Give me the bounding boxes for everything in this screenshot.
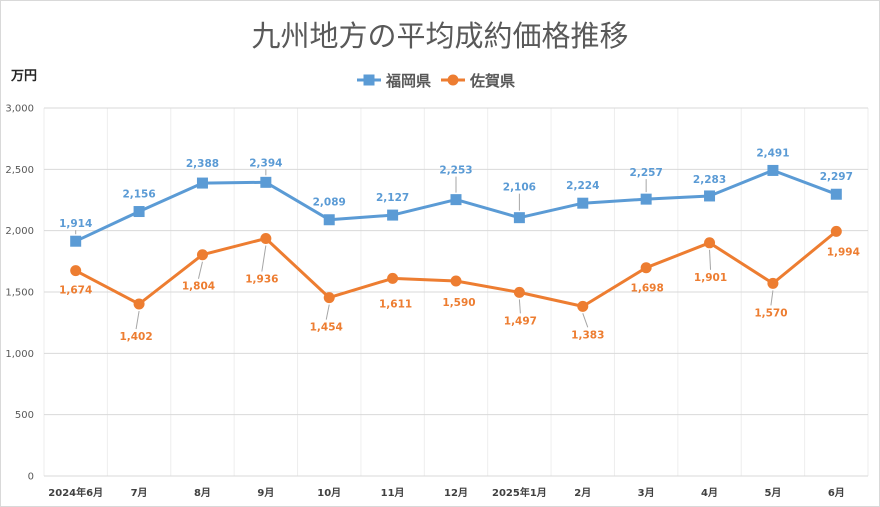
saga-data-label: 1,804 bbox=[182, 281, 215, 293]
saga-point bbox=[577, 300, 589, 312]
leader-line bbox=[770, 290, 774, 306]
x-tick-label: 2025年1月 bbox=[492, 486, 547, 499]
y-tick-label: 3,000 bbox=[5, 104, 34, 115]
fukuoka-data-label: 2,156 bbox=[122, 189, 155, 201]
saga-data-label: 1,994 bbox=[827, 246, 860, 258]
fukuoka-point bbox=[830, 188, 842, 200]
saga-data-label: 1,497 bbox=[504, 315, 537, 327]
fukuoka-data-label: 2,297 bbox=[820, 171, 853, 183]
chart-title: 九州地方の平均成約価格推移 bbox=[251, 19, 628, 53]
fukuoka-data-label: 2,127 bbox=[376, 192, 409, 204]
x-tick-label: 5月 bbox=[764, 487, 781, 499]
fukuoka-point bbox=[513, 212, 525, 224]
saga-data-label: 1,383 bbox=[571, 329, 604, 341]
saga-point bbox=[70, 265, 82, 277]
fukuoka-data-label: 2,089 bbox=[313, 197, 346, 209]
saga-point bbox=[704, 237, 716, 249]
y-tick-label: 2,000 bbox=[5, 226, 34, 237]
fukuoka-data-label: 2,283 bbox=[693, 174, 726, 186]
saga-data-label: 1,611 bbox=[379, 298, 412, 310]
saga-point bbox=[513, 286, 525, 298]
series-line-saga bbox=[74, 229, 838, 308]
x-tick-label: 6月 bbox=[828, 487, 845, 499]
saga-point bbox=[767, 277, 779, 289]
y-axis-unit-label: 万円 bbox=[10, 69, 37, 84]
saga-data-label: 1,570 bbox=[754, 307, 787, 319]
gridlines bbox=[43, 107, 869, 477]
leader-line bbox=[325, 304, 330, 320]
saga-point bbox=[830, 225, 842, 237]
y-axis: 0 500 1,000 1,500 2,000 2,500 3,000 bbox=[5, 104, 34, 483]
fukuoka-point bbox=[196, 177, 208, 189]
x-tick-label: 3月 bbox=[638, 487, 655, 499]
x-tick-label: 11月 bbox=[381, 487, 405, 499]
markers bbox=[70, 164, 842, 312]
fukuoka-point bbox=[450, 194, 462, 206]
y-tick-label: 0 bbox=[28, 472, 34, 483]
saga-data-label: 1,590 bbox=[442, 297, 475, 309]
y-tick-label: 1,500 bbox=[5, 288, 34, 299]
saga-point bbox=[450, 275, 462, 287]
legend-label-saga: 佐賀県 bbox=[469, 72, 515, 90]
x-tick-label: 9月 bbox=[257, 487, 274, 499]
saga-point bbox=[133, 298, 145, 310]
leader-lines bbox=[75, 169, 774, 330]
leader-line bbox=[197, 261, 203, 279]
fukuoka-data-label: 2,106 bbox=[503, 182, 536, 194]
saga-data-label: 1,698 bbox=[631, 283, 664, 295]
fukuoka-data-label: 2,253 bbox=[439, 165, 472, 177]
fukuoka-data-label: 2,394 bbox=[249, 157, 282, 169]
legend-label-fukuoka: 福岡県 bbox=[385, 72, 431, 90]
saga-data-label: 1,901 bbox=[694, 272, 727, 284]
saga-data-label: 1,936 bbox=[245, 274, 278, 286]
leader-line bbox=[135, 310, 140, 330]
fukuoka-data-label: 1,914 bbox=[59, 218, 92, 230]
y-tick-label: 500 bbox=[15, 410, 34, 421]
saga-point bbox=[640, 262, 652, 274]
saga-data-label: 1,674 bbox=[59, 285, 92, 297]
x-axis: 2024年6月 7月 8月 9月 10月 11月 12月 2025年1月 2月 3月 4月 5月 6月 bbox=[48, 486, 844, 499]
x-tick-label: 12月 bbox=[444, 487, 468, 499]
y-tick-label: 1,000 bbox=[5, 349, 34, 360]
fukuoka-data-label: 2,257 bbox=[630, 167, 663, 179]
leader-line bbox=[582, 313, 589, 328]
leader-line bbox=[518, 299, 521, 314]
data-labels: 1,914 2,156 2,388 2,394 2,089 2,127 2,253 2,106… bbox=[59, 147, 860, 343]
square-marker-icon bbox=[363, 74, 375, 86]
x-tick-label: 2月 bbox=[574, 487, 591, 499]
saga-point bbox=[387, 272, 399, 284]
saga-point bbox=[323, 292, 335, 304]
fukuoka-point bbox=[767, 164, 779, 176]
legend-item-saga: 佐賀県 bbox=[441, 72, 515, 90]
fukuoka-data-label: 2,224 bbox=[566, 180, 599, 192]
legend: 福岡県 佐賀県 bbox=[357, 72, 515, 90]
saga-data-label: 1,454 bbox=[310, 322, 343, 334]
saga-data-label: 1,402 bbox=[119, 331, 152, 343]
saga-point bbox=[260, 233, 272, 245]
x-tick-label: 2024年6月 bbox=[48, 486, 103, 499]
fukuoka-data-label: 2,388 bbox=[186, 158, 219, 170]
x-tick-label: 7月 bbox=[131, 487, 148, 499]
circle-marker-icon bbox=[447, 74, 459, 86]
x-tick-label: 4月 bbox=[701, 487, 718, 499]
leader-line bbox=[261, 245, 267, 272]
fukuoka-point bbox=[70, 235, 82, 247]
fukuoka-point bbox=[640, 193, 652, 205]
fukuoka-point bbox=[387, 209, 399, 221]
fukuoka-point bbox=[704, 190, 716, 202]
x-tick-label: 10月 bbox=[317, 487, 341, 499]
y-tick-label: 2,500 bbox=[5, 165, 34, 176]
saga-point bbox=[196, 249, 208, 261]
fukuoka-point bbox=[133, 206, 145, 218]
fukuoka-point bbox=[260, 176, 272, 188]
legend-item-fukuoka: 福岡県 bbox=[357, 72, 431, 90]
leader-line bbox=[709, 249, 712, 270]
fukuoka-point bbox=[323, 214, 335, 226]
x-tick-label: 8月 bbox=[194, 487, 211, 499]
fukuoka-data-label: 2,491 bbox=[756, 147, 789, 159]
fukuoka-point bbox=[577, 197, 589, 209]
